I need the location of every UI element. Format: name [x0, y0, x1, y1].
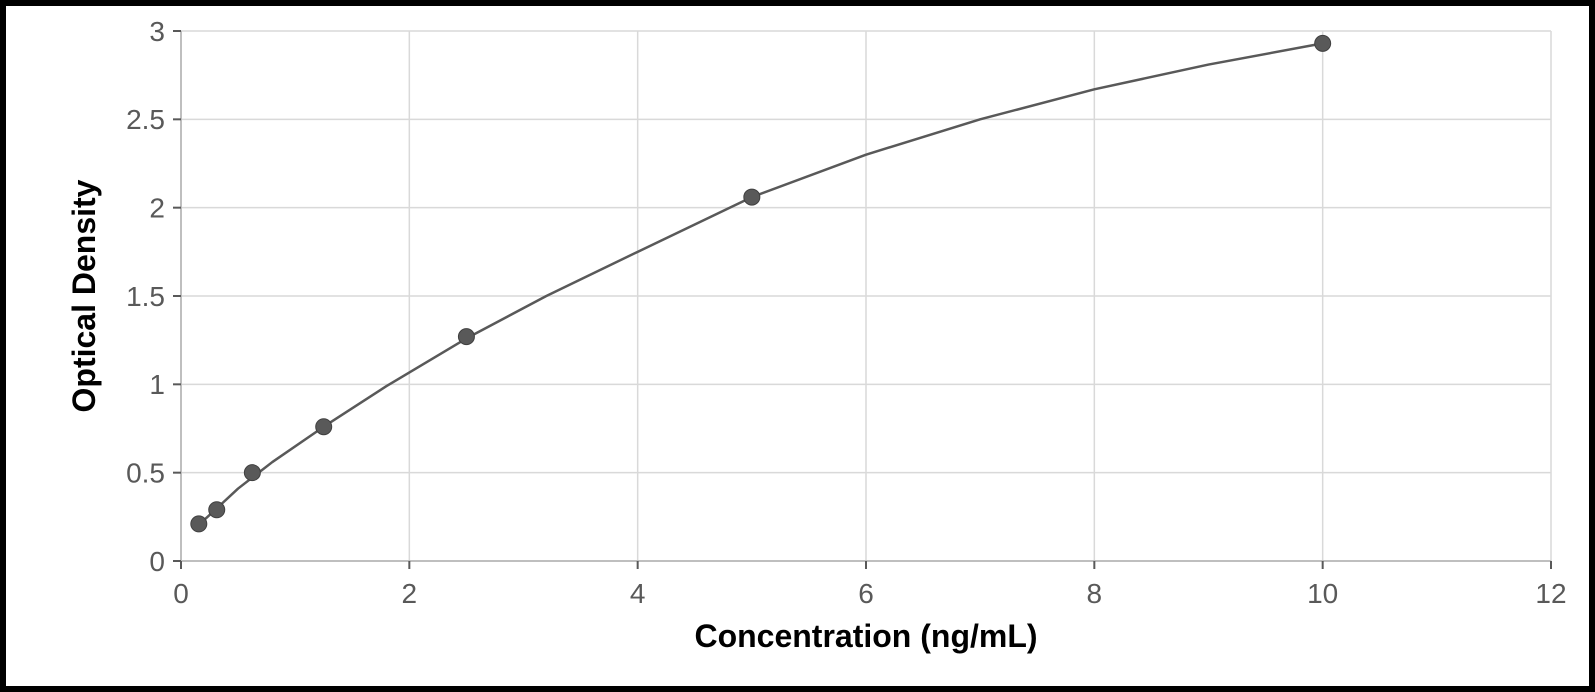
- y-tick-label: 0: [149, 546, 165, 577]
- data-point-marker: [244, 465, 260, 481]
- x-tick-label: 6: [858, 578, 874, 609]
- data-point-marker: [209, 502, 225, 518]
- data-point-marker: [744, 189, 760, 205]
- x-tick-label: 12: [1535, 578, 1566, 609]
- y-tick-label: 3: [149, 16, 165, 47]
- data-point-marker: [191, 516, 207, 532]
- standard-curve-chart: 0 2 4 6 8 10 12 0 0.5 1 1.5 2 2.5 3 Concentration (ng…: [6, 6, 1589, 686]
- data-point-marker: [458, 329, 474, 345]
- y-tick-label: 1: [149, 369, 165, 400]
- y-tick-label: 2.5: [126, 104, 165, 135]
- x-tick-label: 10: [1307, 578, 1338, 609]
- x-tick-label: 2: [402, 578, 418, 609]
- data-point-marker: [1315, 35, 1331, 51]
- y-axis-label: Optical Density: [66, 179, 102, 412]
- y-tick-label: 0.5: [126, 457, 165, 488]
- y-tick-label: 2: [149, 192, 165, 223]
- data-point-marker: [316, 419, 332, 435]
- chart-frame: 0 2 4 6 8 10 12 0 0.5 1 1.5 2 2.5 3 Concentration (ng…: [0, 0, 1595, 692]
- x-tick-label: 0: [173, 578, 189, 609]
- x-axis-label: Concentration (ng/mL): [694, 618, 1037, 654]
- x-tick-label: 8: [1087, 578, 1103, 609]
- x-tick-label: 4: [630, 578, 646, 609]
- y-tick-label: 1.5: [126, 281, 165, 312]
